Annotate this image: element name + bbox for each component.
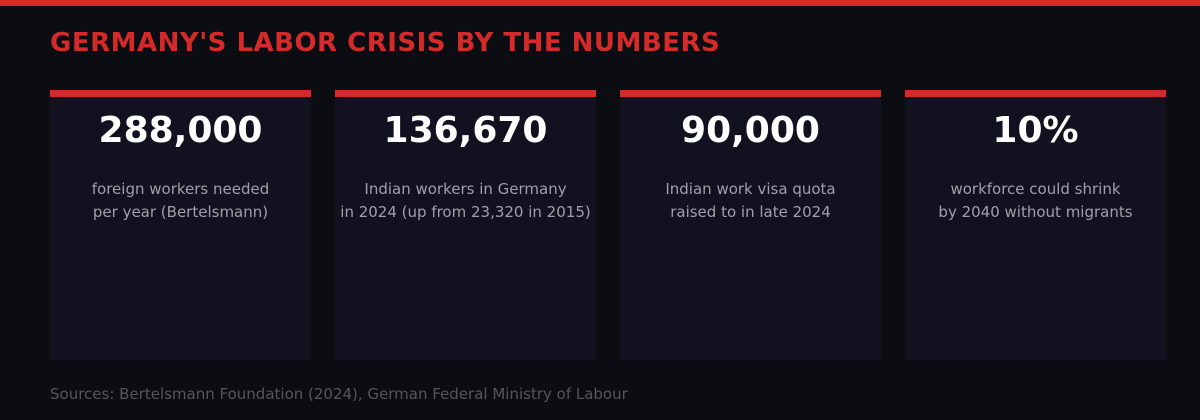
stat-description: workforce could shrink by 2040 without mi… xyxy=(905,178,1166,224)
description-line: in 2024 (up from 23,320 in 2015) xyxy=(340,203,591,221)
stat-value: 10% xyxy=(992,110,1079,151)
stat-description: Indian work visa quota raised to in late … xyxy=(620,178,881,224)
stat-value: 90,000 xyxy=(681,110,820,151)
description-line: Indian workers in Germany xyxy=(364,180,567,198)
description-line: by 2040 without migrants xyxy=(938,203,1133,221)
description-line: workforce could shrink xyxy=(950,180,1121,198)
stat-card: 288,000 foreign workers needed per year (B… xyxy=(50,90,311,360)
stat-value: 288,000 xyxy=(98,110,263,151)
stat-value: 136,670 xyxy=(383,110,548,151)
description-line: raised to in late 2024 xyxy=(670,203,831,221)
description-line: per year (Bertelsmann) xyxy=(92,203,269,221)
description-line: Indian work visa quota xyxy=(665,180,836,198)
stat-card: 10% workforce could shrink by 2040 without… xyxy=(905,90,1166,360)
title: GERMANY'S LABOR CRISIS BY THE NUMBERS xyxy=(50,28,721,58)
description-line: foreign workers needed xyxy=(91,180,270,198)
source-note: Sources: Bertelsmann Foundation (2024), … xyxy=(50,385,628,403)
stat-description: Indian workers in Germany in 2024 (up fro… xyxy=(335,178,596,224)
stat-card: 136,670 Indian workers in Germany in 2024 … xyxy=(335,90,596,360)
stat-description: foreign workers needed per year (Bertelsm… xyxy=(50,178,311,224)
top-bar xyxy=(0,0,1200,6)
stat-card: 90,000 Indian work visa quota raised to in… xyxy=(620,90,881,360)
